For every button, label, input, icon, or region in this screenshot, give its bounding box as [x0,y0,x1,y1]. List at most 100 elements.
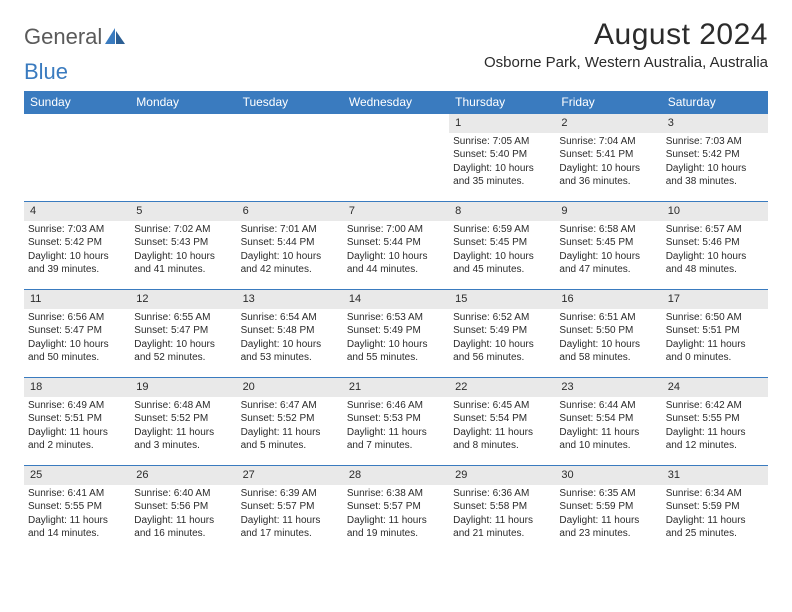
day-number: 7 [343,201,449,221]
day-number: 4 [24,201,130,221]
sunrise-text: Sunrise: 6:45 AM [453,399,551,413]
sunrise-text: Sunrise: 6:51 AM [559,311,657,325]
day-number: 14 [343,289,449,309]
sunrise-text: Sunrise: 6:38 AM [347,487,445,501]
calendar-cell: . [24,113,130,201]
day-number: 20 [237,377,343,397]
sunrise-text: Sunrise: 6:54 AM [241,311,339,325]
calendar-cell: 2Sunrise: 7:04 AMSunset: 5:41 PMDaylight… [555,113,661,201]
calendar-cell: 9Sunrise: 6:58 AMSunset: 5:45 PMDaylight… [555,201,661,289]
daylight-text: Daylight: 10 hours and 55 minutes. [347,338,445,365]
sunset-text: Sunset: 5:43 PM [134,236,232,250]
sunrise-text: Sunrise: 6:40 AM [134,487,232,501]
daylight-text: Daylight: 11 hours and 14 minutes. [28,514,126,541]
daylight-text: Daylight: 10 hours and 45 minutes. [453,250,551,277]
calendar-cell: 16Sunrise: 6:51 AMSunset: 5:50 PMDayligh… [555,289,661,377]
sunrise-text: Sunrise: 6:59 AM [453,223,551,237]
sunrise-text: Sunrise: 6:34 AM [666,487,764,501]
weekday-mon: Monday [130,91,236,113]
daylight-text: Daylight: 11 hours and 17 minutes. [241,514,339,541]
sunset-text: Sunset: 5:51 PM [28,412,126,426]
calendar-cell: 5Sunrise: 7:02 AMSunset: 5:43 PMDaylight… [130,201,236,289]
daylight-text: Daylight: 11 hours and 2 minutes. [28,426,126,453]
daylight-text: Daylight: 10 hours and 56 minutes. [453,338,551,365]
calendar-cell: 14 Sunrise: 6:53 AMSunset: 5:49 PMDayligh… [343,289,449,377]
day-number: 21 [343,377,449,397]
sunset-text: Sunset: 5:49 PM [347,324,445,338]
daylight-text: Daylight: 10 hours and 38 minutes. [666,162,764,189]
sunset-text: Sunset: 5:47 PM [28,324,126,338]
sunrise-text: Sunrise: 7:00 AM [347,223,445,237]
sunset-text: Sunset: 5:40 PM [453,148,551,162]
sunrise-text: Sunrise: 7:03 AM [28,223,126,237]
weekday-fri: Friday [555,91,661,113]
calendar-cell: 4Sunrise: 7:03 AMSunset: 5:42 PMDaylight… [24,201,130,289]
daylight-text: Daylight: 11 hours and 21 minutes. [453,514,551,541]
day-number: 15 [449,289,555,309]
sunrise-text: Sunrise: 6:39 AM [241,487,339,501]
sunrise-text: Sunrise: 6:57 AM [666,223,764,237]
weekday-header: Sunday Monday Tuesday Wednesday Thursday… [24,91,768,113]
day-number: 17 [662,289,768,309]
sunrise-text: Sunrise: 6:53 AM [347,311,445,325]
daylight-text: Daylight: 10 hours and 52 minutes. [134,338,232,365]
calendar-cell: 19Sunrise: 6:48 AMSunset: 5:52 PMDayligh… [130,377,236,465]
daylight-text: Daylight: 11 hours and 23 minutes. [559,514,657,541]
calendar-cell: . [130,113,236,201]
daylight-text: Daylight: 11 hours and 8 minutes. [453,426,551,453]
daylight-text: Daylight: 10 hours and 42 minutes. [241,250,339,277]
day-number: 18 [24,377,130,397]
sunrise-text: Sunrise: 6:36 AM [453,487,551,501]
calendar-cell: . [237,113,343,201]
sunrise-text: Sunrise: 7:05 AM [453,135,551,149]
sunrise-text: Sunrise: 6:49 AM [28,399,126,413]
sunrise-text: Sunrise: 6:35 AM [559,487,657,501]
calendar-cell: 24Sunrise: 6:42 AMSunset: 5:55 PMDayligh… [662,377,768,465]
sunset-text: Sunset: 5:59 PM [559,500,657,514]
weekday-sun: Sunday [24,91,130,113]
calendar-cell: 31Sunrise: 6:34 AMSunset: 5:59 PMDayligh… [662,465,768,553]
daylight-text: Daylight: 10 hours and 39 minutes. [28,250,126,277]
sunset-text: Sunset: 5:46 PM [666,236,764,250]
daylight-text: Daylight: 10 hours and 48 minutes. [666,250,764,277]
sunset-text: Sunset: 5:50 PM [559,324,657,338]
day-number: 1 [449,113,555,133]
day-number: 6 [237,201,343,221]
sunset-text: Sunset: 5:54 PM [453,412,551,426]
calendar-cell: 20Sunrise: 6:47 AMSunset: 5:52 PMDayligh… [237,377,343,465]
calendar-cell: 6Sunrise: 7:01 AMSunset: 5:44 PMDaylight… [237,201,343,289]
sunset-text: Sunset: 5:44 PM [347,236,445,250]
day-number: . [237,113,343,133]
calendar-cell: 22 Sunrise: 6:45 AMSunset: 5:54 PMDayligh… [449,377,555,465]
calendar-cell: 28Sunrise: 6:38 AMSunset: 5:57 PMDayligh… [343,465,449,553]
daylight-text: Daylight: 10 hours and 58 minutes. [559,338,657,365]
day-number: 13 [237,289,343,309]
calendar-grid: ....1Sunrise: 7:05 AMSunset: 5:40 PMDayl… [24,113,768,553]
sunrise-text: Sunrise: 7:03 AM [666,135,764,149]
sunrise-text: Sunrise: 6:58 AM [559,223,657,237]
day-number: 22 [449,377,555,397]
daylight-text: Daylight: 11 hours and 16 minutes. [134,514,232,541]
daylight-text: Daylight: 11 hours and 12 minutes. [666,426,764,453]
sunset-text: Sunset: 5:45 PM [559,236,657,250]
sunrise-text: Sunrise: 7:04 AM [559,135,657,149]
day-number: 24 [662,377,768,397]
sunset-text: Sunset: 5:51 PM [666,324,764,338]
daylight-text: Daylight: 11 hours and 10 minutes. [559,426,657,453]
sunset-text: Sunset: 5:45 PM [453,236,551,250]
sunset-text: Sunset: 5:54 PM [559,412,657,426]
sunset-text: Sunset: 5:48 PM [241,324,339,338]
day-number: 31 [662,465,768,485]
sunrise-text: Sunrise: 7:02 AM [134,223,232,237]
day-number: 23 [555,377,661,397]
sunset-text: Sunset: 5:58 PM [453,500,551,514]
calendar-cell: 7Sunrise: 7:00 AMSunset: 5:44 PMDaylight… [343,201,449,289]
calendar-cell: 27Sunrise: 6:39 AMSunset: 5:57 PMDayligh… [237,465,343,553]
sunset-text: Sunset: 5:52 PM [241,412,339,426]
daylight-text: Daylight: 10 hours and 36 minutes. [559,162,657,189]
sunrise-text: Sunrise: 6:50 AM [666,311,764,325]
title-block: August 2024 Osborne Park, Western Austra… [484,18,768,71]
day-number: . [343,113,449,133]
day-number: 19 [130,377,236,397]
calendar-cell: 30Sunrise: 6:35 AMSunset: 5:59 PMDayligh… [555,465,661,553]
